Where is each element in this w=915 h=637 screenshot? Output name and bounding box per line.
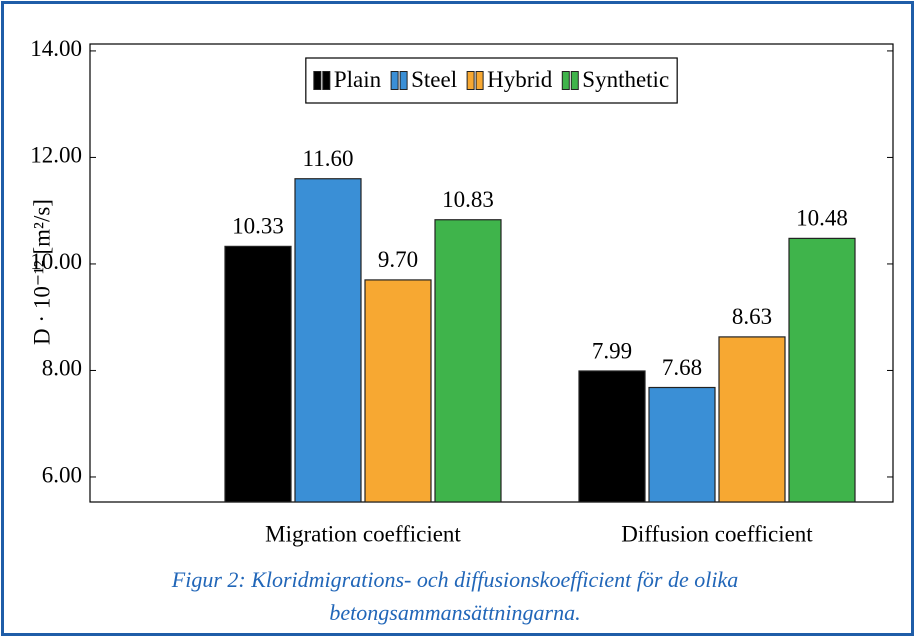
y-tick-label: 8.00 [42, 356, 82, 381]
legend-swatch [570, 71, 579, 90]
y-tick-label: 6.00 [42, 462, 82, 487]
data-label: 7.99 [592, 338, 632, 363]
legend-swatch [390, 71, 399, 90]
bar [718, 336, 786, 503]
data-label: 10.83 [442, 187, 494, 212]
bar [648, 386, 716, 503]
legend-label: Plain [334, 67, 382, 92]
legend-swatch [399, 71, 408, 90]
legend-label: Synthetic [582, 67, 669, 92]
figure-caption: Figur 2: Kloridmigrations- och diffusion… [171, 567, 739, 625]
bar [294, 178, 362, 503]
legend-swatch [475, 71, 484, 90]
legend-label: Steel [411, 67, 457, 92]
y-tick-label: 12.00 [30, 143, 82, 168]
bar [224, 245, 292, 503]
data-label: 10.33 [232, 214, 284, 239]
bar [364, 279, 432, 503]
x-tick-label: Diffusion coefficient [621, 521, 813, 546]
legend-swatch [466, 71, 475, 90]
legend-swatch [322, 71, 331, 90]
legend-swatch [313, 71, 322, 90]
bar [788, 237, 856, 503]
data-label: 7.68 [662, 355, 702, 380]
data-label: 8.63 [732, 304, 772, 329]
bar [434, 219, 502, 503]
y-tick-label: 14.00 [30, 36, 82, 61]
data-label: 11.60 [303, 146, 354, 171]
data-label: 10.48 [796, 206, 848, 231]
data-label: 9.70 [378, 247, 418, 272]
legend-box [305, 57, 678, 104]
bar [578, 370, 646, 503]
x-tick-label: Migration coefficient [265, 521, 461, 546]
legend-swatch [561, 71, 570, 90]
y-axis-label: D · 10⁻¹² [m²/s] [29, 199, 54, 345]
y-tick-label: 10.00 [30, 249, 82, 274]
legend-label: Hybrid [487, 67, 553, 92]
